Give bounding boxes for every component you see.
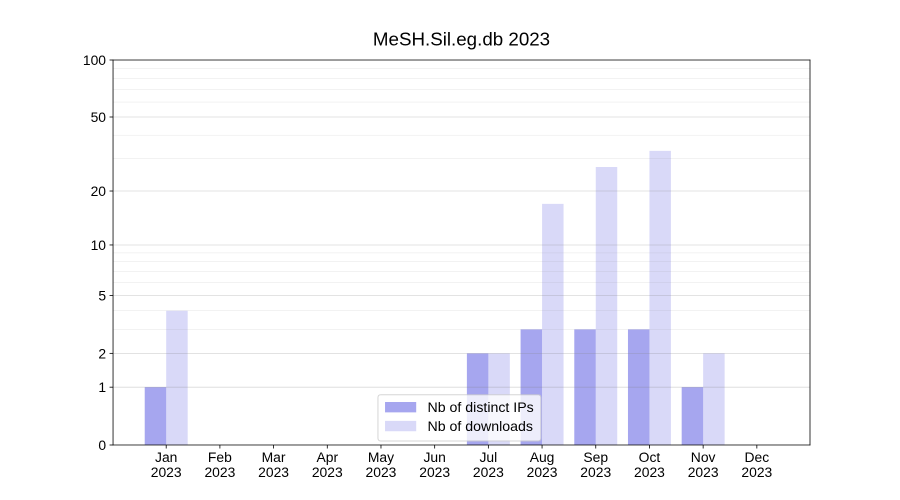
- svg-text:Aug: Aug: [530, 449, 555, 465]
- svg-text:May: May: [368, 449, 394, 465]
- svg-text:2023: 2023: [312, 464, 343, 480]
- svg-text:Nov: Nov: [691, 449, 716, 465]
- svg-text:2023: 2023: [419, 464, 450, 480]
- svg-text:Jan: Jan: [155, 449, 177, 465]
- svg-text:Apr: Apr: [316, 449, 338, 465]
- svg-text:Jun: Jun: [423, 449, 445, 465]
- svg-text:1: 1: [98, 379, 106, 395]
- svg-text:5: 5: [98, 288, 106, 304]
- svg-text:10: 10: [91, 237, 107, 253]
- svg-text:100: 100: [83, 52, 106, 68]
- svg-text:Jul: Jul: [479, 449, 497, 465]
- svg-text:Oct: Oct: [639, 449, 661, 465]
- svg-text:MeSH.Sil.eg.db 2023: MeSH.Sil.eg.db 2023: [373, 28, 550, 49]
- svg-text:2: 2: [98, 345, 106, 361]
- svg-text:20: 20: [91, 183, 107, 199]
- svg-text:Nb of downloads: Nb of downloads: [428, 419, 533, 435]
- svg-text:2023: 2023: [688, 464, 719, 480]
- svg-text:0: 0: [98, 437, 106, 453]
- svg-text:Feb: Feb: [208, 449, 232, 465]
- svg-text:2023: 2023: [204, 464, 235, 480]
- svg-text:50: 50: [91, 109, 107, 125]
- svg-text:2023: 2023: [634, 464, 665, 480]
- svg-text:2023: 2023: [473, 464, 504, 480]
- svg-text:2023: 2023: [151, 464, 182, 480]
- svg-text:2023: 2023: [527, 464, 558, 480]
- svg-text:2023: 2023: [366, 464, 397, 480]
- svg-text:Nb of distinct IPs: Nb of distinct IPs: [428, 400, 534, 416]
- svg-text:2023: 2023: [580, 464, 611, 480]
- svg-text:Sep: Sep: [583, 449, 608, 465]
- svg-text:2023: 2023: [741, 464, 772, 480]
- svg-text:Dec: Dec: [744, 449, 769, 465]
- svg-text:2023: 2023: [258, 464, 289, 480]
- svg-text:Mar: Mar: [262, 449, 286, 465]
